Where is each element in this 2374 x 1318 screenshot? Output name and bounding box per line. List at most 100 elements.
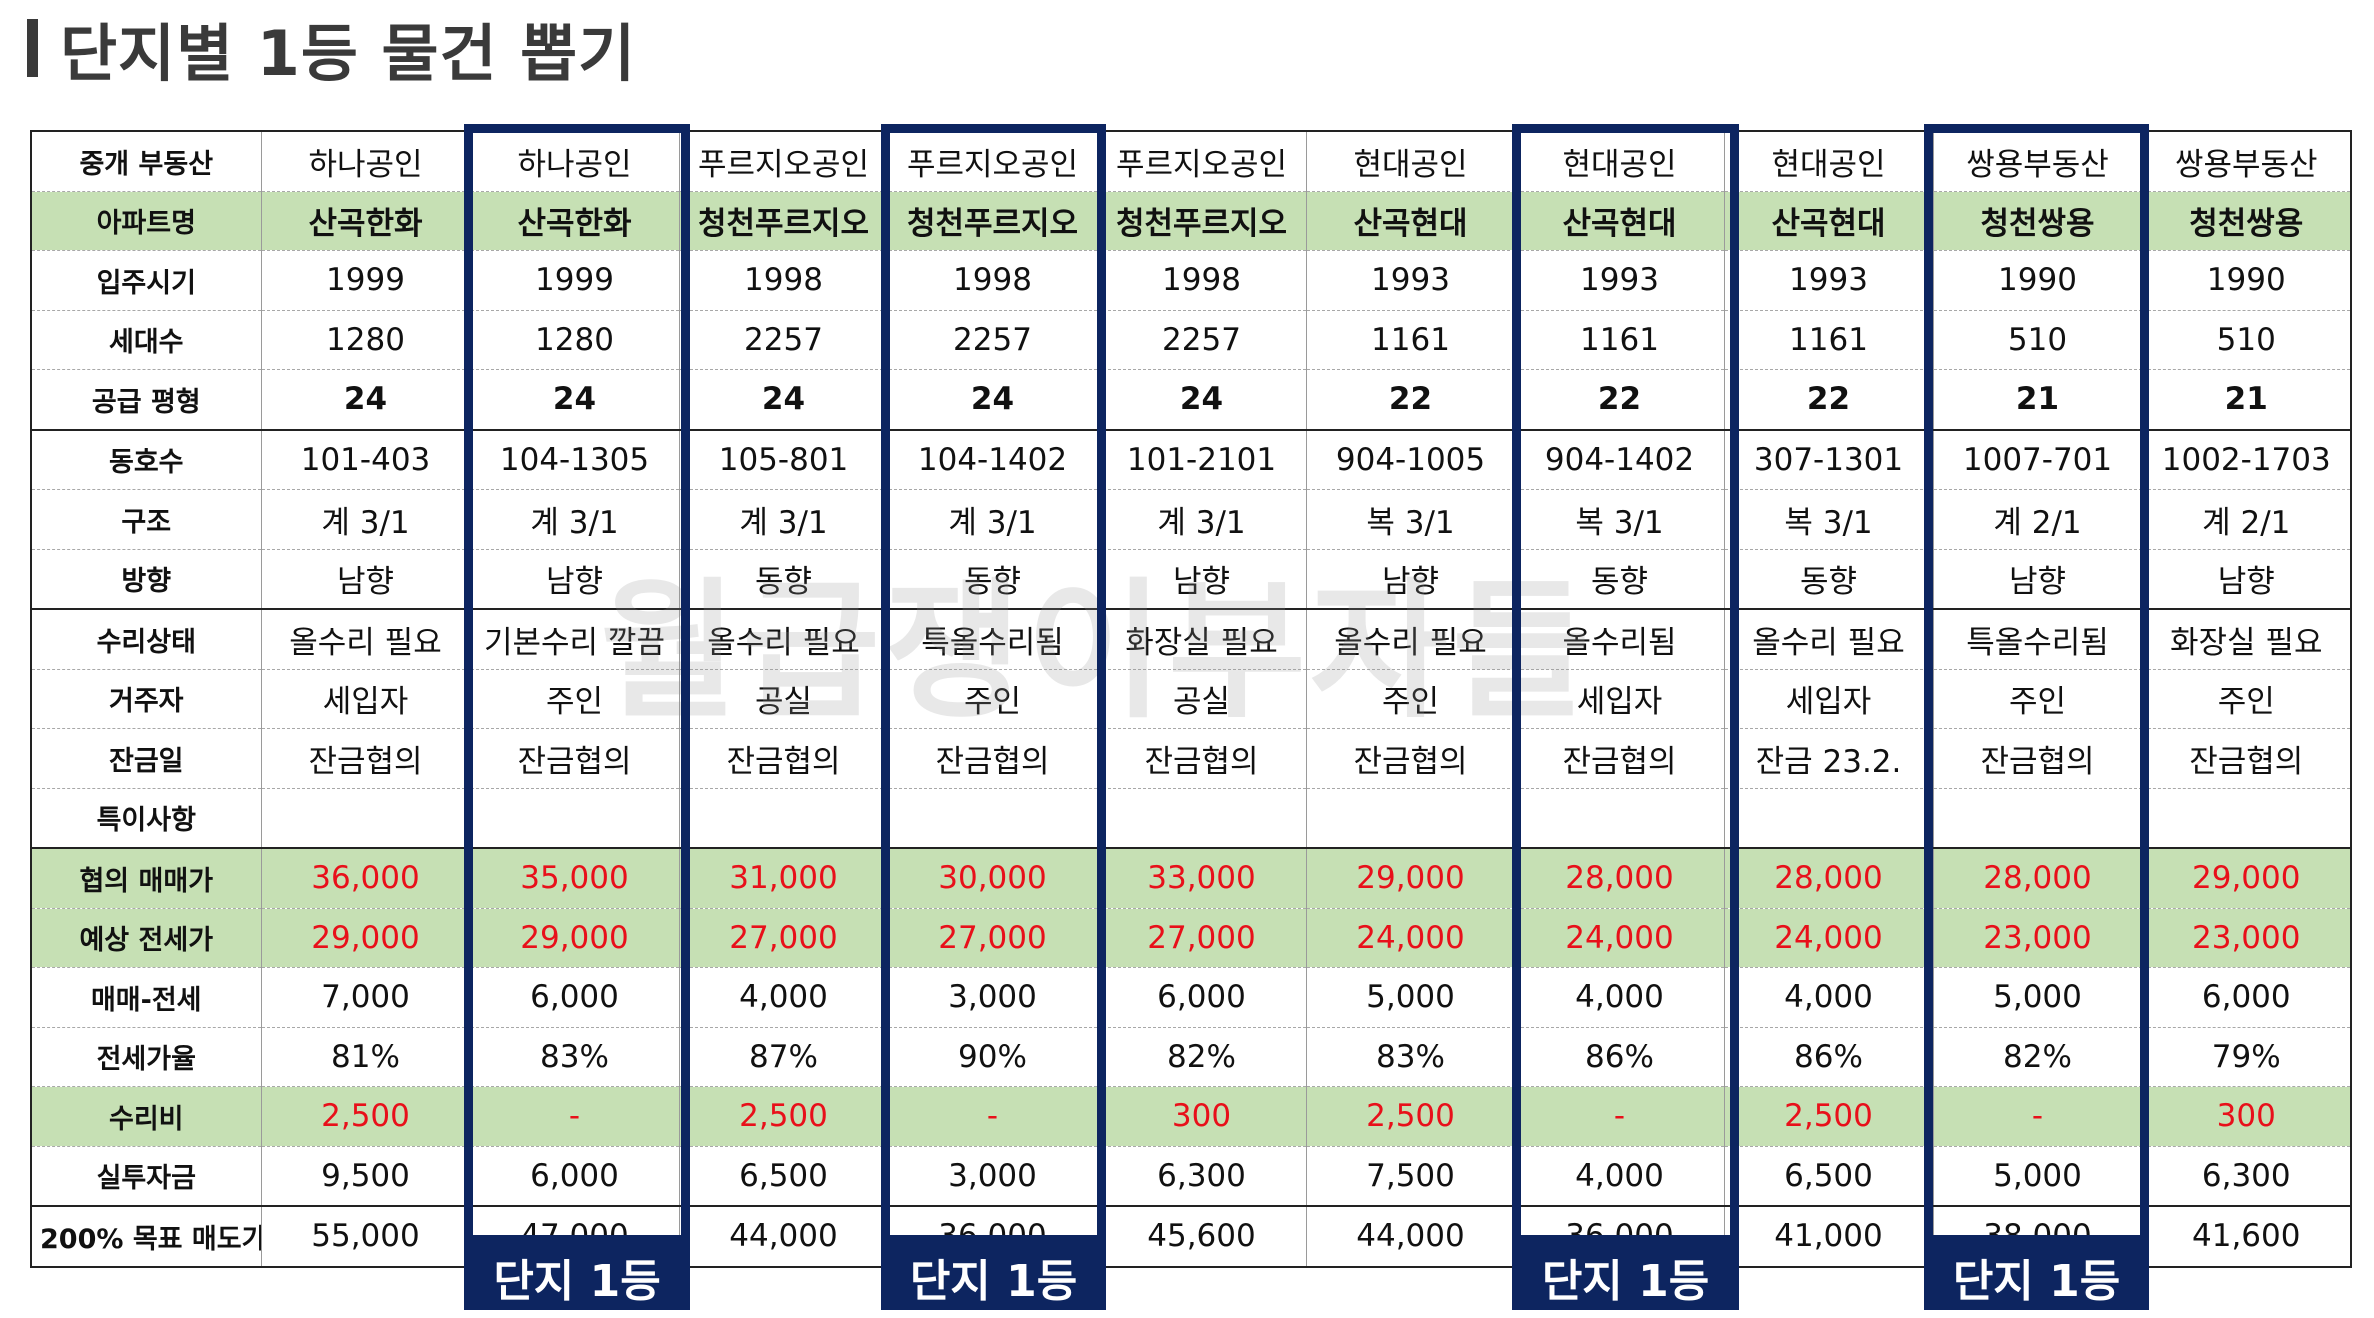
table-cell: 동향 (678, 549, 889, 610)
table-cell: 307-1301 (1723, 429, 1934, 490)
table-cell: 79% (2141, 1027, 2352, 1087)
row-label: 세대수 (30, 310, 262, 370)
table-cell: 1993 (1514, 250, 1725, 311)
table-cell: 1161 (1305, 310, 1516, 370)
row-label: 수리상태 (30, 609, 262, 670)
table-cell: 잔금협의 (2141, 728, 2352, 789)
table-cell: 화장실 필요 (2141, 609, 2352, 670)
table-row: 전세가율 81% 83% 87% 90% 82% 83% 86% 86% 82% 79% (30, 1027, 2352, 1087)
table-cell: 주인 (2141, 669, 2352, 729)
table-cell: 잔금협의 (260, 728, 471, 789)
table-cell: 산곡한화 (260, 191, 471, 251)
table-cell: 특올수리됨 (887, 609, 1098, 670)
table-cell: 6,300 (2141, 1146, 2352, 1207)
table-cell: 특올수리됨 (1932, 609, 2143, 670)
table-cell: 쌍용부동산 (2141, 130, 2352, 192)
table-cell: 3,000 (887, 1146, 1098, 1207)
table-cell: 1999 (469, 250, 680, 311)
table-cell (678, 788, 889, 849)
table-row: 수리상태 올수리 필요 기본수리 깔끔 올수리 필요 특올수리됨 화장실 필요 올수리 필요… (30, 609, 2352, 670)
table-cell: 55,000 (260, 1206, 471, 1268)
table-row: 잔금일 잔금협의 잔금협의 잔금협의 잔금협의 잔금협의 잔금협의 잔금협의 잔금 23.2. 잔… (30, 728, 2352, 789)
table-cell: - (469, 1086, 680, 1147)
table-cell: 44,000 (678, 1206, 889, 1268)
table-cell: 1002-1703 (2141, 429, 2352, 490)
table-cell: 잔금협의 (1096, 728, 1307, 789)
comparison-table: 중개 부동산 하나공인 하나공인 푸르지오공인 푸르지오공인 푸르지오공인 현대공인 현대공인… (30, 130, 2352, 1268)
table-cell: 쌍용부동산 (1932, 130, 2143, 192)
table-cell: 904-1005 (1305, 429, 1516, 490)
table-cell: 산곡현대 (1514, 191, 1725, 251)
row-label: 동호수 (30, 429, 262, 490)
table-cell: - (887, 1086, 1098, 1147)
table-cell: 2257 (887, 310, 1098, 370)
table-cell: 28,000 (1723, 848, 1934, 909)
table-cell: 1990 (1932, 250, 2143, 311)
table-cell: 86% (1723, 1027, 1934, 1087)
table-row: 특이사항 (30, 788, 2352, 849)
row-label: 구조 (30, 489, 262, 550)
table-cell: 36,000 (260, 848, 471, 909)
table-cell: 6,500 (1723, 1146, 1934, 1207)
table-cell: 동향 (1723, 549, 1934, 610)
table-row: 방향 남향 남향 동향 동향 남향 남향 동향 동향 남향 남향 (30, 549, 2352, 610)
highlight-label-4: 단지 1등 (1924, 1244, 2149, 1310)
table-cell: 28,000 (1932, 848, 2143, 909)
table-cell: 2257 (678, 310, 889, 370)
table-cell: 3,000 (887, 967, 1098, 1028)
table-row: 거주자 세입자 주인 공실 주인 공실 주인 세입자 세입자 주인 주인 (30, 669, 2352, 729)
table-cell (1932, 788, 2143, 849)
table-cell: 29,000 (260, 908, 471, 968)
table-cell: 1999 (260, 250, 471, 311)
table-cell: 남향 (1096, 549, 1307, 610)
table-cell: 1161 (1514, 310, 1725, 370)
table-cell (887, 788, 1098, 849)
table-cell: 86% (1514, 1027, 1725, 1087)
table-cell: 24 (887, 369, 1098, 431)
table-cell: 현대공인 (1514, 130, 1725, 192)
table-cell: 7,000 (260, 967, 471, 1028)
row-label: 입주시기 (30, 250, 262, 311)
table-row: 매매-전세 7,000 6,000 4,000 3,000 6,000 5,000 4,000… (30, 967, 2352, 1028)
table-cell: 계 3/1 (887, 489, 1098, 550)
table-cell: 올수리 필요 (1723, 609, 1934, 670)
table-cell: 청천푸르지오 (887, 191, 1098, 251)
table-cell: 23,000 (1932, 908, 2143, 968)
table-cell: 31,000 (678, 848, 889, 909)
table-row: 구조 계 3/1 계 3/1 계 3/1 계 3/1 계 3/1 복 3/1 복 3/1 복 3… (30, 489, 2352, 550)
table-cell: 7,500 (1305, 1146, 1516, 1207)
row-label: 공급 평형 (30, 369, 262, 431)
row-label: 잔금일 (30, 728, 262, 789)
table-cell: 올수리 필요 (1305, 609, 1516, 670)
table-cell: 5,000 (1932, 1146, 2143, 1207)
table-cell: 1993 (1723, 250, 1934, 311)
table-cell: 남향 (1305, 549, 1516, 610)
table-cell: 5,000 (1932, 967, 2143, 1028)
table-cell: 올수리 필요 (260, 609, 471, 670)
table-row: 세대수 1280 1280 2257 2257 2257 1161 1161 1161 510 51… (30, 310, 2352, 370)
table-cell: 6,000 (1096, 967, 1307, 1028)
table-cell: 300 (1096, 1086, 1307, 1147)
table-cell: 105-801 (678, 429, 889, 490)
table-cell: 계 2/1 (2141, 489, 2352, 550)
table-cell: 공실 (1096, 669, 1307, 729)
table-cell: 산곡현대 (1305, 191, 1516, 251)
table-cell: 1007-701 (1932, 429, 2143, 490)
row-label: 방향 (30, 549, 262, 610)
table-cell: 35,000 (469, 848, 680, 909)
table-row: 실투자금 9,500 6,000 6,500 3,000 6,300 7,500 4,000 6… (30, 1146, 2352, 1207)
table-cell: 푸르지오공인 (887, 130, 1098, 192)
table-cell: 청천푸르지오 (678, 191, 889, 251)
table-cell: 6,300 (1096, 1146, 1307, 1207)
page-title-block: 단지별 1등 물건 뽑기 (27, 8, 636, 90)
table-cell: 청천쌍용 (1932, 191, 2143, 251)
table-cell: 29,000 (2141, 848, 2352, 909)
table-cell: 22 (1514, 369, 1725, 431)
table-cell: 82% (1096, 1027, 1307, 1087)
table-cell: 24,000 (1514, 908, 1725, 968)
table-cell: 6,000 (469, 1146, 680, 1207)
table-cell: 104-1402 (887, 429, 1098, 490)
table-cell: 6,000 (2141, 967, 2352, 1028)
table-cell: 24,000 (1305, 908, 1516, 968)
table-cell: 2257 (1096, 310, 1307, 370)
